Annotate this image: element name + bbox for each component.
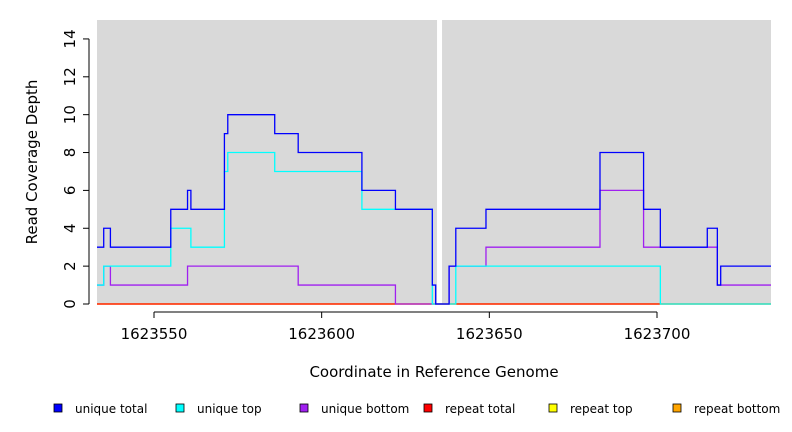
legend-item: repeat total xyxy=(423,402,515,416)
x-axis-label: Coordinate in Reference Genome xyxy=(309,363,558,381)
legend-item: unique top xyxy=(175,402,262,416)
y-tick-label: 4 xyxy=(61,223,79,233)
legend-swatch xyxy=(423,403,433,413)
x-tick-label: 1623600 xyxy=(288,325,355,343)
y-tick-label: 2 xyxy=(61,261,79,271)
y-tick-label: 10 xyxy=(61,105,79,124)
legend-swatch xyxy=(299,403,309,413)
legend-label: repeat bottom xyxy=(694,402,780,416)
legend-item: repeat top xyxy=(548,402,633,416)
y-tick-label: 14 xyxy=(61,29,79,48)
y-tick-label: 8 xyxy=(61,148,79,158)
legend-label: repeat total xyxy=(445,402,515,416)
legend-label: unique top xyxy=(197,402,262,416)
y-tick-label: 0 xyxy=(61,299,79,309)
legend-item: unique total xyxy=(53,402,147,416)
legend-item: unique bottom xyxy=(299,402,409,416)
plot-background xyxy=(97,20,771,304)
legend-swatch xyxy=(53,403,63,413)
legend-swatch xyxy=(175,403,185,413)
y-tick-label: 12 xyxy=(61,67,79,86)
legend: unique total unique top unique bottom repea… xyxy=(53,402,780,416)
legend-swatch xyxy=(672,403,682,413)
x-tick-label: 1623700 xyxy=(624,325,691,343)
legend-item: repeat bottom xyxy=(672,402,780,416)
legend-label: unique total xyxy=(75,402,147,416)
y-axis-label: Read Coverage Depth xyxy=(23,80,41,245)
legend-label: unique bottom xyxy=(321,402,409,416)
legend-label: repeat top xyxy=(570,402,633,416)
y-tick-label: 6 xyxy=(61,186,79,196)
x-tick-label: 1623650 xyxy=(456,325,523,343)
panel-gap xyxy=(437,20,443,304)
legend-swatch xyxy=(548,403,558,413)
series-line-unique-total xyxy=(97,114,771,305)
x-tick-label: 1623550 xyxy=(121,325,188,343)
